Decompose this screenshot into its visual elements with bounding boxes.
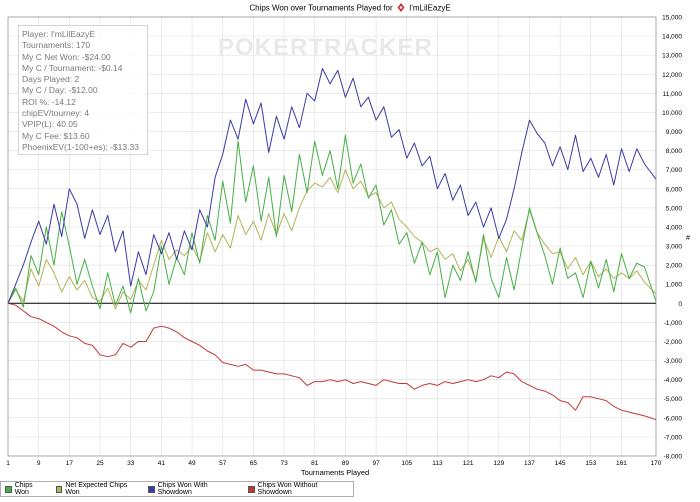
- legend-label: Chips Won With Showdown: [157, 482, 208, 496]
- stat-line: Tournaments: 170: [22, 40, 91, 51]
- y-tick-label: 2,000: [666, 263, 683, 270]
- x-tick-label: 17: [66, 460, 74, 467]
- x-tick-label: 145: [555, 460, 566, 467]
- x-tick-label: 113: [432, 460, 443, 467]
- y-axis-label: #: [686, 235, 690, 242]
- y-tick-label: 9,000: [666, 129, 683, 136]
- legend-swatch: [5, 485, 12, 493]
- stat-line: My C / Tournament: -$0.14: [22, 62, 123, 73]
- y-tick-label: 7,000: [666, 167, 683, 174]
- x-tick-label: 41: [158, 460, 166, 467]
- stat-line: ROI %: -14.12: [22, 96, 76, 107]
- legend-item: Net Expected Chips Won: [55, 482, 139, 496]
- y-tick-label: 4,000: [666, 224, 683, 231]
- stat-line: My C / Day: -$12.00: [22, 85, 98, 96]
- legend-swatch: [55, 485, 63, 493]
- x-tick-label: 105: [401, 460, 412, 467]
- x-tick-label: 73: [280, 460, 288, 467]
- x-tick-label: 49: [188, 460, 196, 467]
- y-tick-label: -1,000: [664, 320, 683, 327]
- stat-line: Days Played: 2: [22, 74, 80, 85]
- x-axis-label: Tournaments Played: [301, 468, 369, 477]
- watermark: POKERTRACKER: [218, 34, 433, 61]
- x-tick-label: 121: [463, 460, 474, 467]
- legend-item: Chips Won: [5, 482, 47, 496]
- x-tick-label: 25: [96, 460, 104, 467]
- y-tick-label: 1,000: [666, 282, 683, 289]
- x-tick-label: 97: [372, 460, 380, 467]
- x-tick-label: 33: [127, 460, 135, 467]
- y-tick-label: -3,000: [664, 358, 683, 365]
- legend-swatch: [147, 485, 155, 493]
- x-tick-label: 9: [37, 460, 41, 467]
- y-tick-label: 11,000: [663, 91, 683, 98]
- series-lines: [7, 68, 657, 421]
- series-line-net-expected: [7, 169, 657, 310]
- x-tick-label: 1: [6, 460, 10, 467]
- y-tick-label: -4,000: [664, 377, 683, 384]
- y-tick-label: -8,000: [664, 454, 683, 461]
- legend-label: Chips Won Without Showdown: [257, 482, 318, 496]
- legend-item: Chips Won Without Showdown: [247, 482, 348, 496]
- x-tick-label: 57: [219, 460, 227, 467]
- y-tick-label: 14,000: [662, 34, 682, 41]
- y-tick-label: 15,000: [662, 15, 682, 22]
- y-tick-label: 6,000: [666, 186, 683, 193]
- stat-line: PhoenixEV(1-100+es): -$13.33: [22, 141, 139, 152]
- legend: Chips Won Net Expected Chips Won Chips Won…: [0, 481, 354, 497]
- x-tick-label: 161: [616, 460, 627, 467]
- y-tick-label: -2,000: [664, 339, 683, 346]
- y-tick-label: -6,000: [664, 415, 683, 422]
- pokertracker-logo-icon: [397, 3, 405, 14]
- player-name: I'mLilEazyE: [409, 3, 451, 13]
- y-tick-label: 12,000: [662, 72, 682, 79]
- x-tick-label: 153: [585, 460, 596, 467]
- y-tick-label: -5,000: [664, 396, 683, 403]
- y-tick-label: 10,000: [662, 110, 682, 117]
- legend-item: Chips Won With Showdown: [147, 482, 239, 496]
- y-tick-label: 13,000: [662, 53, 682, 60]
- plot-frame: [7, 16, 657, 457]
- title-prefix: Chips Won over Tournaments Played for: [249, 3, 393, 13]
- x-tick-label: 137: [524, 460, 535, 467]
- stat-line: VPIP(L): 40.05: [22, 119, 78, 130]
- x-tick-label: 89: [342, 460, 350, 467]
- y-tick-label: 5,000: [666, 205, 683, 212]
- stat-line: My C Net Won: -$24.00: [22, 51, 111, 62]
- stats-box: Player: I'mLilEazyE Tournaments: 170 My C …: [18, 25, 148, 155]
- y-tick-label: 3,000: [666, 244, 683, 251]
- series-line-chips-won: [7, 134, 657, 314]
- x-tick-label: 129: [493, 460, 504, 467]
- series-line-with-showdown: [7, 68, 657, 304]
- stat-line: chipEV/tourney: 4: [22, 108, 90, 119]
- y-tick-label: 0: [678, 301, 682, 308]
- chart-title: Chips Won over Tournaments Played for I'…: [0, 3, 700, 14]
- y-tick-label: 8,000: [666, 148, 683, 155]
- x-tick-label: 81: [311, 460, 319, 467]
- legend-label: Net Expected Chips Won: [65, 482, 128, 496]
- stat-line: My C Fee: $13.60: [22, 130, 90, 141]
- x-tick-label: 170: [651, 460, 662, 467]
- series-line-without-showdown: [7, 302, 657, 421]
- tick-labels: -8,000 -7,000 -6,000 -5,000 -4,000 -3,000 -2,0…: [6, 15, 682, 468]
- y-tick-label: -7,000: [664, 434, 683, 441]
- legend-swatch: [247, 485, 255, 493]
- stat-line: Player: I'mLilEazyE: [22, 29, 95, 39]
- legend-label: Chips Won: [14, 482, 33, 496]
- x-tick-label: 65: [250, 460, 258, 467]
